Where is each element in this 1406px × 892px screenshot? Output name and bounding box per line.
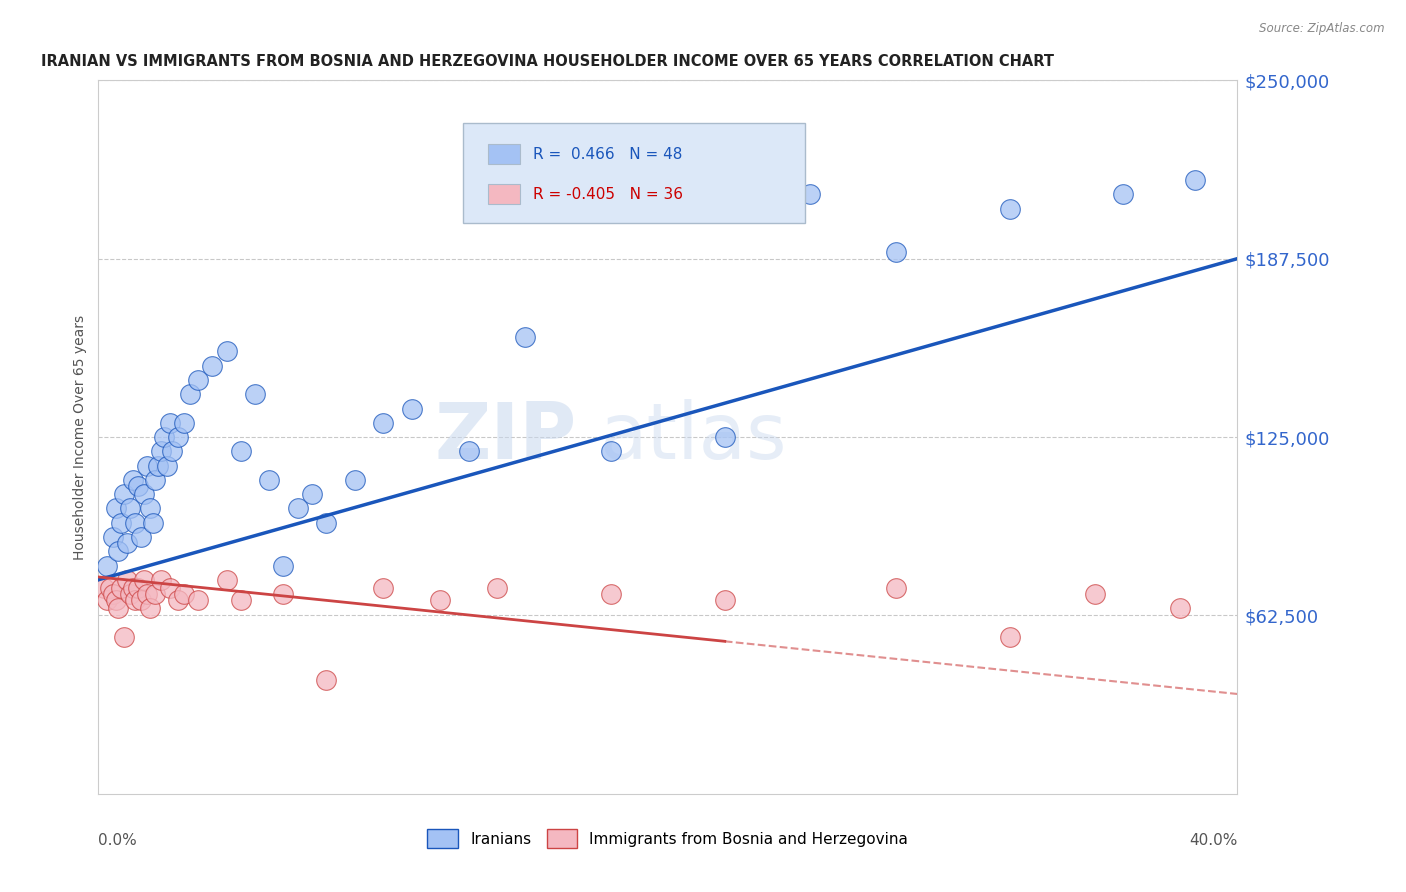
Point — [229, 444, 252, 458]
Point — [1170, 601, 1192, 615]
Point — [124, 592, 146, 607]
Point — [121, 582, 143, 596]
FancyBboxPatch shape — [488, 145, 520, 164]
Point — [93, 582, 115, 596]
Point — [115, 535, 138, 549]
Point — [141, 516, 163, 530]
Point — [96, 592, 118, 607]
Point — [187, 373, 209, 387]
Text: R = -0.405   N = 36: R = -0.405 N = 36 — [533, 187, 683, 202]
Text: ZIP: ZIP — [434, 399, 576, 475]
Point — [315, 673, 337, 687]
Point — [215, 573, 238, 587]
Point — [429, 592, 451, 607]
Point — [799, 187, 821, 202]
Point — [215, 344, 238, 359]
FancyBboxPatch shape — [488, 185, 520, 204]
Point — [107, 544, 129, 558]
Point — [104, 592, 127, 607]
Text: IRANIAN VS IMMIGRANTS FROM BOSNIA AND HERZEGOVINA HOUSEHOLDER INCOME OVER 65 YEA: IRANIAN VS IMMIGRANTS FROM BOSNIA AND HE… — [42, 54, 1054, 70]
Text: 40.0%: 40.0% — [1189, 833, 1237, 848]
Point — [273, 587, 295, 601]
Point — [138, 501, 160, 516]
Point — [121, 473, 143, 487]
Point — [124, 516, 146, 530]
Point — [138, 601, 160, 615]
Point — [98, 582, 121, 596]
Point — [884, 582, 907, 596]
Point — [401, 401, 423, 416]
Point — [145, 587, 167, 601]
Point — [129, 530, 152, 544]
Point — [167, 430, 190, 444]
Point — [162, 444, 184, 458]
Point — [112, 630, 135, 644]
Point — [287, 501, 309, 516]
Point — [96, 558, 118, 573]
Point — [159, 582, 181, 596]
Point — [167, 592, 190, 607]
Point — [371, 416, 394, 430]
Point — [600, 587, 623, 601]
Point — [148, 458, 170, 473]
Point — [998, 202, 1021, 216]
Point — [229, 592, 252, 607]
Point — [486, 582, 509, 596]
Point — [156, 458, 179, 473]
Text: R =  0.466   N = 48: R = 0.466 N = 48 — [533, 146, 683, 161]
Point — [259, 473, 281, 487]
Text: atlas: atlas — [599, 399, 787, 475]
Point — [173, 587, 195, 601]
Point — [343, 473, 366, 487]
Point — [301, 487, 323, 501]
Point — [998, 630, 1021, 644]
Point — [714, 592, 737, 607]
Text: 0.0%: 0.0% — [98, 833, 138, 848]
Point — [132, 573, 155, 587]
Text: Source: ZipAtlas.com: Source: ZipAtlas.com — [1260, 22, 1385, 36]
Point — [600, 444, 623, 458]
Point — [1184, 173, 1206, 187]
Point — [201, 359, 224, 373]
Point — [107, 601, 129, 615]
Point — [1112, 187, 1135, 202]
Point — [118, 501, 141, 516]
Point — [150, 444, 173, 458]
Point — [187, 592, 209, 607]
Point — [132, 487, 155, 501]
Point — [173, 416, 195, 430]
Point — [273, 558, 295, 573]
Point — [110, 582, 132, 596]
Point — [101, 530, 124, 544]
FancyBboxPatch shape — [463, 123, 804, 223]
Point — [243, 387, 266, 401]
Point — [150, 573, 173, 587]
Point — [515, 330, 537, 344]
Point — [179, 387, 201, 401]
Point — [127, 478, 149, 492]
Point — [104, 501, 127, 516]
Point — [884, 244, 907, 259]
Point — [714, 430, 737, 444]
Point — [1084, 587, 1107, 601]
Point — [101, 587, 124, 601]
Point — [115, 573, 138, 587]
Legend: Iranians, Immigrants from Bosnia and Herzegovina: Iranians, Immigrants from Bosnia and Her… — [422, 823, 914, 854]
Point — [371, 582, 394, 596]
Point — [110, 516, 132, 530]
Point — [112, 487, 135, 501]
Point — [315, 516, 337, 530]
Point — [129, 592, 152, 607]
Point — [127, 582, 149, 596]
Point — [159, 416, 181, 430]
Point — [135, 458, 157, 473]
Y-axis label: Householder Income Over 65 years: Householder Income Over 65 years — [73, 315, 87, 559]
Point — [457, 444, 479, 458]
Point — [145, 473, 167, 487]
Point — [153, 430, 176, 444]
Point — [135, 587, 157, 601]
Point — [118, 587, 141, 601]
